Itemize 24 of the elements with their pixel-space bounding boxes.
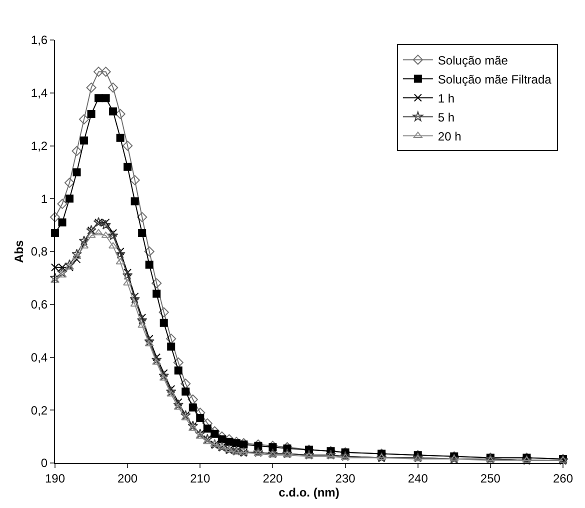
- x-tick-label: 200: [118, 471, 138, 486]
- x-tick-label: 220: [262, 471, 284, 486]
- x-axis-title: c.d.o. (nm): [278, 485, 340, 500]
- y-tick-label: 0,4: [30, 350, 48, 364]
- x-tick-label: 190: [44, 471, 66, 486]
- legend-label: 1 h: [438, 91, 455, 106]
- legend-label: Solução mãe Filtrada: [438, 72, 552, 86]
- y-tick-label: 1: [40, 192, 48, 206]
- y-tick-label: 1,6: [30, 33, 48, 48]
- x-tick-label: 260: [552, 471, 574, 486]
- y-tick-label: 1,4: [30, 86, 48, 100]
- y-tick-label: 0,6: [30, 298, 48, 312]
- y-tick-label: 0,2: [30, 403, 48, 418]
- legend-label: Solução mãe: [438, 53, 508, 68]
- y-axis-title: Abs: [12, 240, 26, 263]
- y-tick-label: 1,2: [30, 138, 48, 153]
- legend-label: 5 h: [438, 110, 455, 124]
- x-tick-label: 230: [335, 471, 356, 486]
- x-tick-label: 210: [190, 471, 210, 486]
- y-tick-label: 0: [40, 456, 48, 470]
- x-tick-label: 240: [408, 471, 428, 486]
- x-tick-label: 250: [480, 471, 501, 486]
- y-tick-label: 0,8: [30, 244, 48, 259]
- legend-label: 20 h: [438, 129, 462, 144]
